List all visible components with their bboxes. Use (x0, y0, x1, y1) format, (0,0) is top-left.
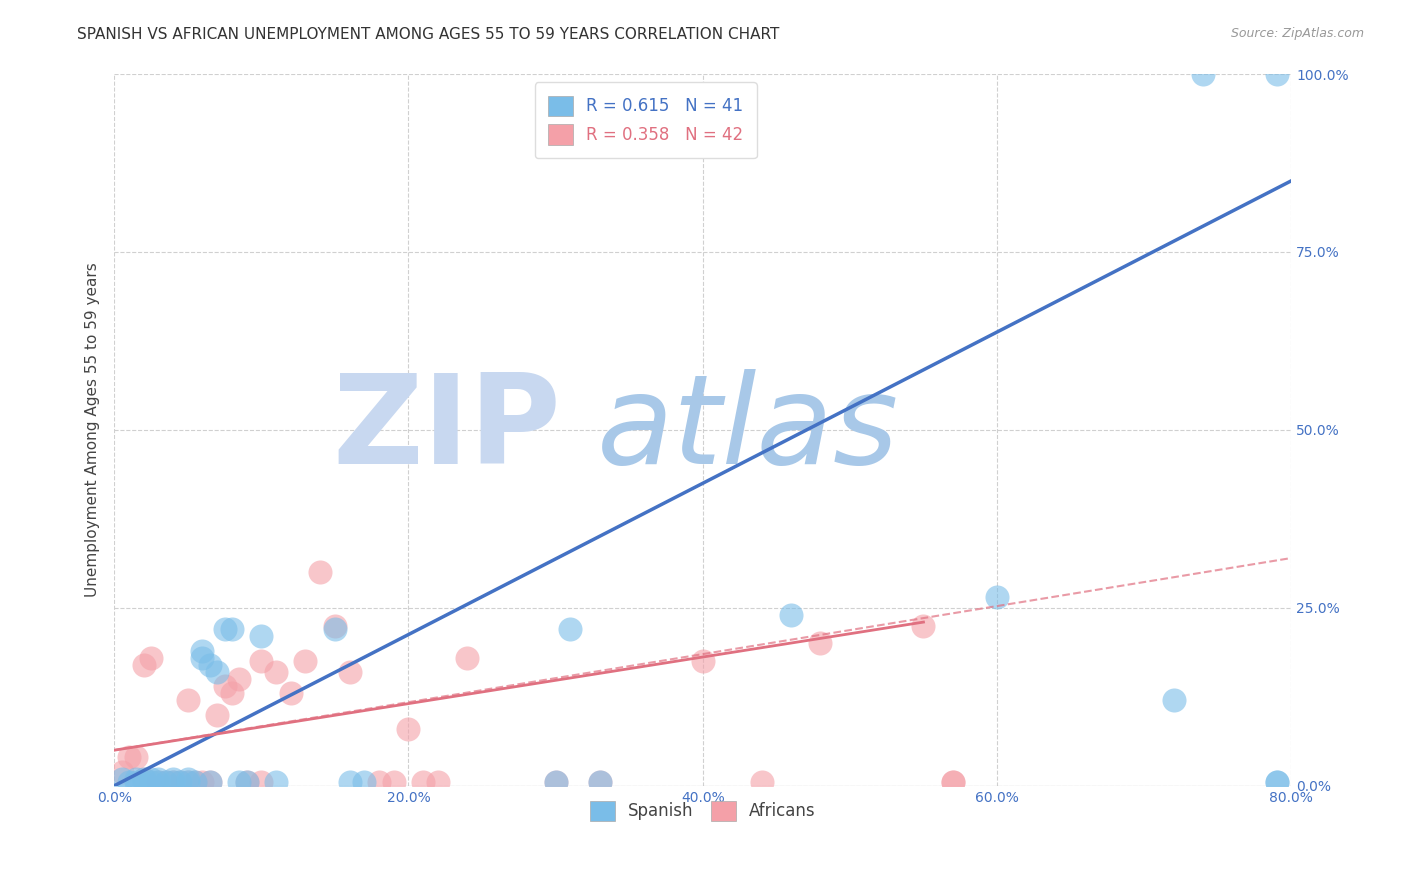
Point (382, 775, 405, 789)
Text: ZIP: ZIP (333, 369, 561, 491)
Point (155, 775, 177, 789)
Point (986, 590, 1008, 604)
Point (205, 707, 228, 722)
Point (228, 672, 250, 686)
Point (294, 654, 316, 668)
Point (118, 750, 141, 764)
Point (560, 622, 582, 636)
Point (139, 650, 162, 665)
Point (309, 566, 332, 580)
Point (132, 657, 155, 672)
Point (353, 775, 375, 789)
Point (177, 775, 200, 789)
Point (191, 775, 214, 789)
Point (177, 775, 200, 789)
Point (205, 665, 228, 679)
Point (780, 607, 803, 622)
Point (942, 775, 965, 789)
Point (214, 622, 236, 636)
Point (426, 775, 449, 789)
Point (125, 775, 148, 789)
Point (110, 772, 132, 786)
Point (1192, 67, 1215, 81)
Point (1265, 67, 1288, 81)
Point (198, 657, 221, 672)
Y-axis label: Unemployment Among Ages 55 to 59 years: Unemployment Among Ages 55 to 59 years (86, 262, 100, 598)
Text: Source: ZipAtlas.com: Source: ZipAtlas.com (1230, 27, 1364, 40)
Point (148, 775, 170, 789)
Point (221, 622, 243, 636)
Point (198, 775, 221, 789)
Point (155, 775, 177, 789)
Point (118, 775, 141, 789)
Point (264, 665, 287, 679)
Point (169, 775, 191, 789)
Point (177, 772, 200, 786)
Point (339, 775, 361, 789)
Point (398, 722, 420, 736)
Point (148, 775, 170, 789)
Point (264, 775, 287, 789)
Point (942, 775, 965, 789)
Point (169, 775, 191, 789)
Point (162, 775, 184, 789)
Point (544, 775, 567, 789)
Point (280, 686, 302, 700)
Text: atlas: atlas (596, 369, 898, 491)
Point (132, 772, 155, 786)
Point (191, 650, 214, 665)
Point (1163, 693, 1185, 707)
Point (1265, 775, 1288, 789)
Point (912, 618, 935, 632)
Point (589, 775, 612, 789)
Point (544, 775, 567, 789)
Point (132, 775, 155, 789)
Point (250, 775, 273, 789)
Point (456, 650, 478, 665)
Point (177, 693, 200, 707)
Point (125, 750, 148, 764)
Point (221, 686, 243, 700)
Legend: Spanish, Africans: Spanish, Africans (576, 788, 828, 834)
Point (139, 772, 162, 786)
Point (198, 775, 221, 789)
Point (235, 775, 257, 789)
Point (184, 775, 207, 789)
Point (692, 654, 714, 668)
Point (751, 775, 773, 789)
Point (132, 772, 155, 786)
Point (110, 764, 132, 779)
Point (184, 775, 207, 789)
Point (139, 775, 162, 789)
Point (339, 665, 361, 679)
Point (250, 654, 273, 668)
Point (228, 775, 250, 789)
Point (810, 636, 832, 650)
Point (214, 679, 236, 693)
Point (368, 775, 391, 789)
Point (162, 772, 184, 786)
Text: SPANISH VS AFRICAN UNEMPLOYMENT AMONG AGES 55 TO 59 YEARS CORRELATION CHART: SPANISH VS AFRICAN UNEMPLOYMENT AMONG AG… (77, 27, 780, 42)
Point (1265, 775, 1288, 789)
Point (125, 772, 148, 786)
Point (323, 622, 346, 636)
Point (323, 618, 346, 632)
Point (162, 775, 184, 789)
Point (191, 643, 214, 657)
Point (235, 775, 257, 789)
Point (250, 629, 273, 643)
Point (412, 775, 434, 789)
Point (589, 775, 612, 789)
Point (148, 772, 170, 786)
